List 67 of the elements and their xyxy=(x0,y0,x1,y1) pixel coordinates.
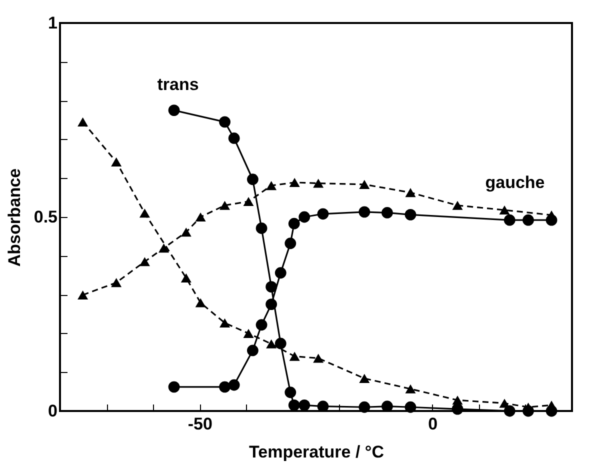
point xyxy=(405,188,416,198)
point xyxy=(195,212,206,222)
point xyxy=(452,403,464,415)
point xyxy=(158,244,170,253)
point xyxy=(317,208,329,220)
point xyxy=(499,205,510,215)
point xyxy=(266,281,278,293)
point xyxy=(243,328,254,338)
point xyxy=(382,207,393,218)
y-tick-label: 0 xyxy=(48,402,58,420)
point xyxy=(404,208,416,220)
point xyxy=(266,181,277,190)
point xyxy=(228,132,240,144)
point xyxy=(274,267,286,279)
point xyxy=(219,116,230,128)
point xyxy=(274,338,286,350)
point xyxy=(219,381,230,393)
y-tick-label: 0.5 xyxy=(34,208,58,226)
x-tick-label: -50 xyxy=(188,414,212,434)
point xyxy=(111,278,122,288)
point xyxy=(504,405,516,417)
point xyxy=(452,200,463,210)
point xyxy=(504,214,516,226)
point xyxy=(168,381,180,393)
point xyxy=(256,319,268,331)
point xyxy=(452,396,463,405)
point xyxy=(289,178,300,188)
x-axis-title: Temperature / °C xyxy=(249,442,384,462)
point xyxy=(220,318,230,328)
point xyxy=(246,174,258,186)
point xyxy=(298,399,310,411)
point xyxy=(256,222,268,234)
point xyxy=(139,257,150,266)
point xyxy=(288,399,300,411)
point xyxy=(359,374,370,383)
point xyxy=(111,157,122,166)
annotation: trans xyxy=(157,75,199,94)
point xyxy=(180,273,192,282)
point xyxy=(78,117,88,126)
y-tick-label: 1 xyxy=(48,14,58,32)
point xyxy=(522,214,534,226)
point xyxy=(288,218,300,230)
annotation: gauche xyxy=(485,173,545,192)
point xyxy=(246,344,258,356)
point xyxy=(405,384,416,394)
point xyxy=(139,208,150,218)
point xyxy=(78,290,88,300)
point xyxy=(289,352,300,361)
y-axis-title: Absorbance xyxy=(4,168,24,267)
point xyxy=(358,206,370,218)
point xyxy=(313,354,324,363)
point xyxy=(284,238,296,250)
point xyxy=(228,379,240,391)
point xyxy=(298,211,310,223)
point xyxy=(220,200,230,210)
point xyxy=(266,298,278,310)
point xyxy=(358,401,370,413)
point xyxy=(313,178,324,188)
point xyxy=(195,298,206,308)
point xyxy=(404,401,416,413)
point xyxy=(168,104,180,116)
point xyxy=(359,180,370,189)
point xyxy=(180,228,192,237)
point xyxy=(243,196,254,206)
point xyxy=(284,386,296,398)
point xyxy=(499,398,510,408)
point xyxy=(266,339,277,348)
